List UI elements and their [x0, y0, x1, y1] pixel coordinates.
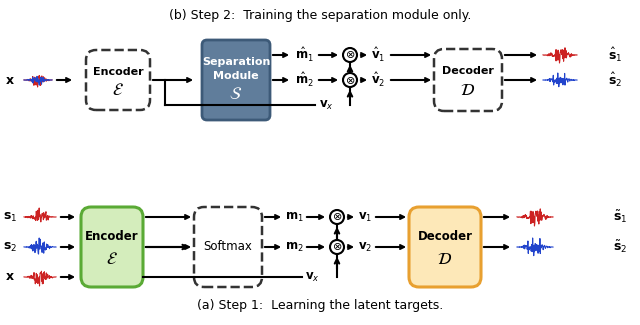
- Text: $\mathcal{E}$: $\mathcal{E}$: [106, 250, 118, 268]
- Text: $\otimes$: $\otimes$: [345, 49, 355, 60]
- Text: $\mathbf{v}_x$: $\mathbf{v}_x$: [319, 98, 333, 111]
- Text: $\mathcal{S}$: $\mathcal{S}$: [230, 85, 243, 103]
- Text: $\mathbf{s}_2$: $\mathbf{s}_2$: [3, 240, 17, 254]
- FancyBboxPatch shape: [86, 50, 150, 110]
- Text: (a) Step 1:  Learning the latent targets.: (a) Step 1: Learning the latent targets.: [197, 298, 443, 311]
- FancyBboxPatch shape: [434, 49, 502, 111]
- Text: Encoder: Encoder: [93, 67, 143, 77]
- Text: $\mathbf{m}_2$: $\mathbf{m}_2$: [285, 240, 303, 254]
- Text: $\mathbf{x}$: $\mathbf{x}$: [5, 270, 15, 283]
- Circle shape: [343, 73, 357, 87]
- FancyBboxPatch shape: [81, 207, 143, 287]
- Text: $\hat{\mathbf{s}}_1$: $\hat{\mathbf{s}}_1$: [608, 46, 622, 64]
- Text: $\hat{\mathbf{m}}_2$: $\hat{\mathbf{m}}_2$: [294, 71, 314, 89]
- Text: Softmax: Softmax: [204, 240, 252, 254]
- Circle shape: [330, 210, 344, 224]
- Text: Decoder: Decoder: [417, 230, 472, 243]
- FancyBboxPatch shape: [409, 207, 481, 287]
- Text: $\mathbf{s}_1$: $\mathbf{s}_1$: [3, 211, 17, 224]
- Text: $\hat{\mathbf{m}}_1$: $\hat{\mathbf{m}}_1$: [294, 46, 314, 64]
- Text: (b) Step 2:  Training the separation module only.: (b) Step 2: Training the separation modu…: [169, 8, 471, 21]
- Text: $\tilde{\mathbf{s}}_2$: $\tilde{\mathbf{s}}_2$: [613, 239, 627, 255]
- Text: $\otimes$: $\otimes$: [345, 74, 355, 85]
- Text: $\mathcal{D}$: $\mathcal{D}$: [460, 81, 476, 99]
- Text: $\mathbf{m}_1$: $\mathbf{m}_1$: [285, 211, 303, 224]
- Text: Module: Module: [213, 71, 259, 81]
- FancyBboxPatch shape: [202, 40, 270, 120]
- Text: $\tilde{\mathbf{s}}_1$: $\tilde{\mathbf{s}}_1$: [613, 209, 627, 225]
- Text: Separation: Separation: [202, 57, 270, 67]
- Text: $\mathbf{v}_x$: $\mathbf{v}_x$: [305, 270, 319, 283]
- Text: $\mathcal{D}$: $\mathcal{D}$: [438, 250, 452, 268]
- Text: $\mathcal{E}$: $\mathcal{E}$: [112, 81, 124, 99]
- Text: $\mathbf{v}_2$: $\mathbf{v}_2$: [358, 240, 372, 254]
- Circle shape: [343, 48, 357, 62]
- Text: $\mathbf{x}$: $\mathbf{x}$: [5, 73, 15, 86]
- Circle shape: [330, 240, 344, 254]
- FancyBboxPatch shape: [194, 207, 262, 287]
- Text: Encoder: Encoder: [85, 230, 139, 243]
- Text: $\mathbf{v}_1$: $\mathbf{v}_1$: [358, 211, 372, 224]
- Text: $\hat{\mathbf{v}}_1$: $\hat{\mathbf{v}}_1$: [371, 46, 385, 64]
- Text: $\hat{\mathbf{s}}_2$: $\hat{\mathbf{s}}_2$: [608, 71, 622, 89]
- Text: $\hat{\mathbf{v}}_2$: $\hat{\mathbf{v}}_2$: [371, 71, 385, 89]
- Text: Decoder: Decoder: [442, 66, 494, 76]
- Text: $\otimes$: $\otimes$: [332, 212, 342, 223]
- Text: $\otimes$: $\otimes$: [332, 241, 342, 253]
